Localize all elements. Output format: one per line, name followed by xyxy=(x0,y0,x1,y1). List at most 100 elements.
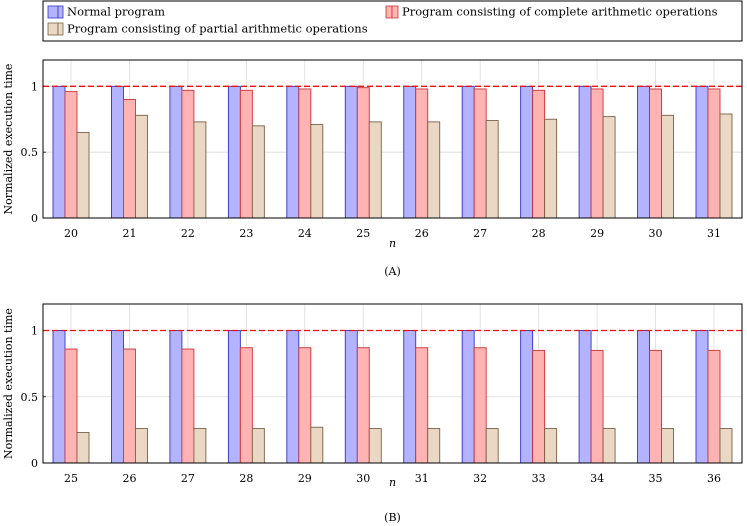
bar-series-1 xyxy=(461,330,475,464)
x-tick-label: 25 xyxy=(356,227,370,240)
plot-frame xyxy=(42,59,743,219)
panel-caption: (B) xyxy=(384,511,401,524)
bar-series-3 xyxy=(193,121,207,219)
bar-series-2 xyxy=(123,99,136,219)
bar-series-2 xyxy=(356,347,370,464)
bar-series-2 xyxy=(64,348,78,464)
x-tick-label: 25 xyxy=(64,472,78,485)
bar-series-2 xyxy=(181,89,195,219)
legend-swatch-complete-b xyxy=(391,5,399,19)
bar-series-2 xyxy=(239,89,253,219)
bar-series-3 xyxy=(135,114,148,219)
x-tick-label: 20 xyxy=(64,227,78,240)
x-tick-label: 34 xyxy=(590,472,604,485)
bar-series-3 xyxy=(485,120,499,219)
x-tick-label: 30 xyxy=(356,472,370,485)
chart-panel-b: 0 0.5 1 25 26 27 28 29 30 31 32 33 34 35 36 n (B) Normali… xyxy=(2,303,743,524)
x-tick-label: 31 xyxy=(707,227,721,240)
bar-series-3 xyxy=(368,121,382,219)
bar-series-2 xyxy=(707,349,721,464)
bar-series-1 xyxy=(227,85,241,219)
bar-series-2 xyxy=(590,88,604,219)
legend: Normal program Program consisting of com… xyxy=(42,0,743,42)
x-tick-label: 28 xyxy=(239,472,253,485)
x-tick-label: 36 xyxy=(707,472,721,485)
x-axis-label: n xyxy=(389,237,396,250)
bar-series-1 xyxy=(111,330,124,464)
bar-series-1 xyxy=(520,330,534,464)
bar-series-3 xyxy=(719,113,733,219)
bar-series-2 xyxy=(239,347,253,464)
bar-series-1 xyxy=(578,85,592,219)
legend-swatch-normal xyxy=(47,5,59,19)
legend-swatch-partial xyxy=(47,22,59,36)
bar-series-3 xyxy=(485,428,499,464)
x-axis-label: n xyxy=(389,476,396,489)
bar-series-3 xyxy=(193,428,207,464)
bar-series-1 xyxy=(344,85,358,219)
bar-series-1 xyxy=(286,85,300,219)
bar-series-1 xyxy=(578,330,592,464)
x-tick-label: 24 xyxy=(298,227,312,240)
bar-series-1 xyxy=(286,330,300,464)
bar-series-1 xyxy=(637,85,650,219)
bar-series-2 xyxy=(473,347,487,464)
y-tick-label: 0 xyxy=(31,212,38,225)
bar-series-1 xyxy=(227,330,241,464)
bar-series-3 xyxy=(427,121,441,219)
bar-series-2 xyxy=(707,88,721,219)
bar-series-1 xyxy=(403,85,417,219)
bar-series-1 xyxy=(461,85,475,219)
bar-series-2 xyxy=(415,88,429,219)
y-tick-label: 0.5 xyxy=(21,146,39,159)
legend-label-normal: Normal program xyxy=(67,5,165,19)
bar-series-3 xyxy=(135,428,148,464)
x-tick-label: 31 xyxy=(415,472,429,485)
bar-series-2 xyxy=(181,348,195,464)
x-tick-label: 23 xyxy=(239,227,253,240)
bar-series-3 xyxy=(427,428,441,464)
y-axis-label: Normalized execution time xyxy=(2,64,15,215)
y-tick-label: 0.5 xyxy=(21,391,39,404)
legend-swatch-normal-b xyxy=(57,5,64,19)
bar-series-2 xyxy=(123,348,136,464)
bar-series-2 xyxy=(298,347,312,464)
bar-series-2 xyxy=(649,349,662,464)
bar-series-1 xyxy=(695,330,709,464)
bar-series-1 xyxy=(637,330,650,464)
x-tick-label: 28 xyxy=(532,227,546,240)
x-tick-label: 33 xyxy=(532,472,546,485)
bar-series-2 xyxy=(590,349,604,464)
legend-item-complete: Program consisting of complete arithmeti… xyxy=(385,5,718,19)
bar-series-3 xyxy=(544,118,558,219)
bar-series-3 xyxy=(544,428,558,464)
bar-series-3 xyxy=(251,125,265,219)
x-tick-label: 27 xyxy=(473,227,487,240)
bar-series-2 xyxy=(415,347,429,464)
bar-series-3 xyxy=(719,428,733,464)
x-tick-label: 21 xyxy=(122,227,136,240)
x-tick-label: 29 xyxy=(590,227,604,240)
x-tick-label: 32 xyxy=(473,472,487,485)
x-tick-label: 29 xyxy=(298,472,312,485)
y-tick-label: 0 xyxy=(31,457,38,470)
panel-caption: (A) xyxy=(384,265,401,278)
bar-series-3 xyxy=(602,428,616,464)
x-tick-label: 22 xyxy=(181,227,195,240)
bar-series-3 xyxy=(251,428,265,464)
legend-swatch-partial-b xyxy=(57,22,64,36)
chart-panel-a: 0 0.5 1 20 21 22 23 24 25 26 27 28 29 30 31 n (A) Normali… xyxy=(2,59,743,278)
bar-series-1 xyxy=(169,85,183,219)
bar-series-3 xyxy=(602,116,616,219)
bar-series-2 xyxy=(356,87,370,219)
bar-series-3 xyxy=(76,131,90,219)
bar-series-1 xyxy=(52,330,66,464)
bar-series-1 xyxy=(169,330,183,464)
legend-item-normal: Normal program xyxy=(47,5,165,19)
y-tick-label: 1 xyxy=(31,80,38,93)
plot-frame xyxy=(42,303,743,464)
bar-series-3 xyxy=(310,124,324,219)
legend-swatch-complete xyxy=(385,5,393,19)
bar-series-1 xyxy=(344,330,358,464)
legend-label-partial: Program consisting of partial arithmetic… xyxy=(67,22,368,36)
